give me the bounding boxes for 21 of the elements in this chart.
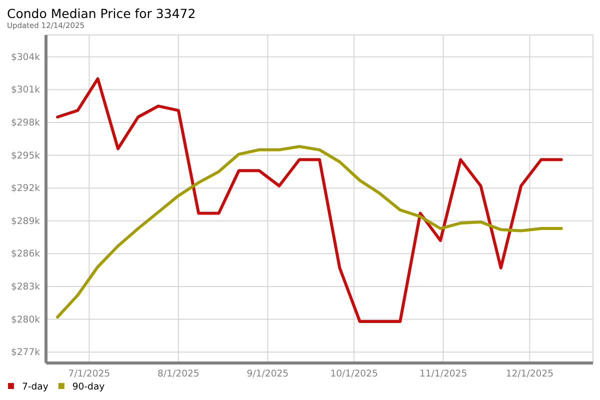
y-tick-label: $292k [10,183,41,194]
x-tick-label: 8/1/2025 [158,368,200,380]
chart-title: Condo Median Price for 33472 [7,6,196,21]
y-tick-label: $301k [10,84,41,96]
y-tick-label: $286k [10,248,41,260]
y-tick-label: $283k [10,281,41,292]
x-tick-label: 11/1/2025 [419,368,468,380]
y-tick-label: $295k [10,150,41,162]
legend-label: 7-day [22,382,49,392]
x-tick-label: 12/1/2025 [506,368,554,380]
x-tick-label: 7/1/2025 [68,368,110,380]
y-tick-label: $280k [10,314,41,326]
y-tick-label: $277k [10,347,41,358]
y-tick-label: $298k [10,117,41,128]
y-tick-label: $304k [10,52,41,63]
line-series [56,145,563,319]
x-tick-label: 10/1/2025 [330,368,378,380]
legend-label: 90-day [72,382,106,392]
y-tick-label: $289k [10,216,41,227]
x-tick-label: 9/1/2025 [246,368,289,380]
line-series [56,77,563,323]
